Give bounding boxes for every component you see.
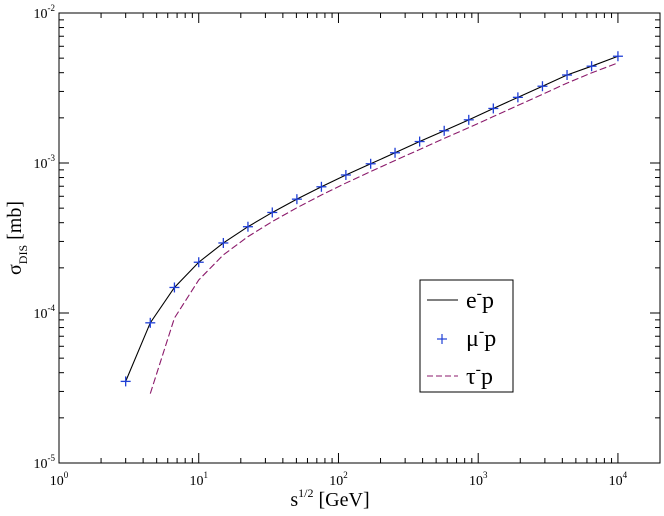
series-2-line: [149, 62, 619, 394]
x-tick-label: 100: [50, 470, 69, 489]
series-1-point: [414, 136, 425, 147]
y-axis-label-sub: DIS: [16, 245, 30, 264]
series-1-point: [562, 70, 573, 81]
series-1-point: [537, 81, 548, 92]
series-1-point: [291, 194, 302, 205]
legend-e-p-rest: p: [482, 288, 494, 314]
x-axis-label-unit: [GeV]: [314, 489, 370, 511]
series-1-point: [169, 282, 180, 293]
x-axis-label-main: s: [290, 489, 298, 511]
x-tick-label: 104: [609, 470, 628, 489]
series-layer: [120, 51, 623, 394]
series-1-point: [488, 103, 499, 114]
series-1-point: [267, 207, 278, 218]
y-tick-label: 10-4: [34, 303, 56, 322]
y-axis-label-unit: [mb]: [4, 201, 26, 245]
series-1-point: [120, 376, 131, 387]
plot-frame: [58, 12, 661, 464]
legend-label-e-p: e-p: [466, 285, 494, 314]
legend-mu-p-base: μ: [466, 326, 479, 352]
x-axis-label: s1/2 [GeV]: [290, 486, 369, 511]
x-tick-label: 101: [189, 470, 208, 489]
y-tick-label: 10-2: [34, 3, 56, 22]
y-axis-label: σDIS [mb]: [4, 201, 30, 275]
legend-swatch-mu-p: [437, 334, 447, 344]
series-1-point: [145, 317, 156, 328]
series-1-point: [390, 147, 401, 158]
series-1-point: [218, 237, 229, 248]
series-1-point: [242, 221, 253, 232]
legend-mu-p-sup: -: [479, 323, 484, 340]
legend-e-p-base: e: [466, 288, 477, 314]
series-1-point: [463, 114, 474, 125]
x-tick-label: 102: [329, 470, 348, 489]
y-tick-label: 10-5: [34, 453, 56, 472]
series-1-point: [193, 257, 204, 268]
series-1-point: [365, 158, 376, 169]
legend: e-p μ-p τ-p: [419, 279, 514, 393]
legend-tau-p-base: τ: [466, 364, 476, 390]
legend-label-tau-p: τ-p: [466, 361, 493, 390]
legend-box: [419, 279, 514, 393]
legend-tau-p-rest: p: [481, 364, 493, 390]
series-1-point: [340, 169, 351, 180]
series-1-point: [586, 61, 597, 72]
series-1-point: [439, 125, 450, 136]
series-1-point: [512, 92, 523, 103]
legend-tau-p-sup: -: [476, 361, 481, 378]
y-axis-label-main: σ: [4, 264, 26, 275]
x-tick-label: 103: [469, 470, 488, 489]
x-axis-label-sup: 1/2: [298, 486, 313, 500]
y-tick-label: 10-3: [34, 153, 56, 172]
legend-label-mu-p: μ-p: [466, 323, 496, 352]
series-0-line: [125, 55, 619, 382]
axis-ticks: 100 101 102 103 104 10-5 10-4 10-3 10-2: [34, 3, 661, 489]
legend-mu-p-rest: p: [484, 326, 496, 352]
legend-e-p-sup: -: [477, 285, 482, 302]
series-1-point: [612, 51, 623, 62]
series-1-point: [316, 181, 327, 192]
